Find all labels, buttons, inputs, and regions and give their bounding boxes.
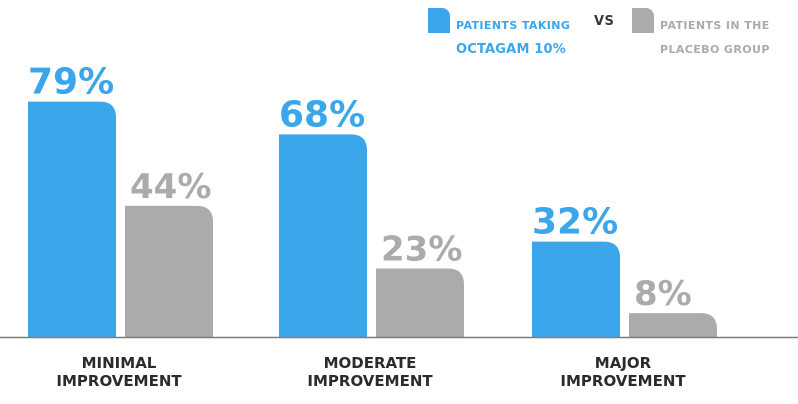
value-label-octagam-2: 68%	[279, 94, 365, 135]
bar-octagam-1	[28, 101, 116, 337]
legend-label-placebo-line2: PLACEBO GROUP	[660, 43, 770, 56]
legend-item-placebo: PATIENTS IN THE PLACEBO GROUP	[632, 8, 770, 68]
category-label-1-line2: IMPROVEMENT	[56, 372, 182, 390]
category-label-3-line1: MAJOR	[595, 354, 652, 372]
category-label-2-line1: MODERATE	[324, 354, 417, 372]
bars-group	[28, 101, 717, 337]
legend-label-octagam: PATIENTS TAKING OCTAGAM 10%	[456, 8, 570, 68]
value-labels-group: 79% 44% 68% 23% 32% 8%	[28, 62, 692, 315]
category-label-3-line2: IMPROVEMENT	[560, 372, 686, 390]
value-label-octagam-3: 32%	[532, 202, 618, 243]
legend-item-octagam: PATIENTS TAKING OCTAGAM 10%	[428, 8, 570, 68]
chart-legend: PATIENTS TAKING OCTAGAM 10% VS PATIENTS …	[426, 8, 786, 56]
category-label-2-line2: IMPROVEMENT	[307, 372, 433, 390]
bar-placebo-1	[125, 205, 213, 337]
bar-octagam-2	[279, 134, 367, 337]
value-label-placebo-3: 8%	[634, 274, 692, 314]
legend-label-octagam-line1: PATIENTS TAKING	[456, 19, 571, 32]
bar-octagam-3	[532, 241, 620, 337]
value-label-placebo-1: 44%	[130, 167, 211, 207]
legend-swatch-octagam	[428, 8, 450, 33]
value-label-placebo-2: 23%	[381, 229, 462, 269]
category-label-1-line1: MINIMAL	[82, 354, 157, 372]
legend-swatch-placebo	[632, 8, 654, 33]
legend-label-octagam-line2: OCTAGAM 10%	[456, 42, 567, 57]
bar-placebo-3	[629, 313, 717, 337]
legend-label-placebo-line1: PATIENTS IN THE	[660, 19, 770, 32]
value-label-octagam-1: 79%	[28, 62, 114, 103]
legend-label-placebo: PATIENTS IN THE PLACEBO GROUP	[660, 8, 770, 68]
legend-vs-text: VS	[594, 14, 615, 29]
bar-placebo-2	[376, 268, 464, 337]
category-labels-group: MINIMALIMPROVEMENTMODERATEIMPROVEMENTMAJ…	[56, 354, 686, 390]
